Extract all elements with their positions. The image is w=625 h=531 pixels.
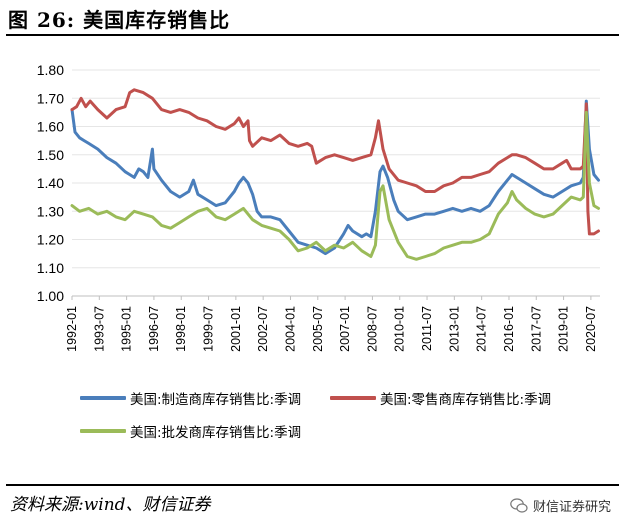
figure-title: 图 26: 美国库存销售比 [8,8,231,32]
legend-item-retailer: 美国:零售商库存销售比:季调 [330,388,551,408]
x-tick-label: 2010-01 [393,306,407,352]
watermark: 财信证券研究 [510,496,611,515]
y-tick-label: 1.00 [37,288,64,304]
series-line-wholesaler [70,110,600,261]
legend-swatch-manufacturer [80,396,126,400]
x-tick-label: 1998-01 [174,306,188,352]
x-tick-label: 2011-07 [420,306,434,351]
x-tick-label: 2004-01 [283,306,297,352]
y-tick-label: 1.20 [37,232,64,248]
x-tick-label: 2001-01 [229,306,243,352]
watermark-text: 财信证券研究 [532,500,611,515]
x-tick-label: 2008-07 [365,306,379,352]
x-tick-label: 2017-07 [529,306,543,352]
x-tick-label: 1995-01 [120,306,134,352]
y-tick-label: 1.10 [37,260,64,276]
legend-swatch-wholesaler [80,429,126,433]
x-tick-label: 1999-07 [202,306,216,352]
legend-item-wholesaler: 美国:批发商库存销售比:季调 [80,421,301,441]
x-tick-label: 2007-01 [338,306,352,352]
x-tick-label: 2013-01 [447,306,461,352]
x-tick-label: 2002-07 [256,306,270,352]
series-line-manufacturer [70,99,600,256]
wechat-icon [510,497,528,513]
legend-swatch-retailer [330,396,376,400]
y-tick-label: 1.70 [37,90,64,106]
x-tick-label: 2020-07 [584,306,598,352]
source-note: 资料来源:wind、财信证券 [10,495,211,515]
x-tick-label: 2019-01 [557,306,571,352]
series-line-retailer [70,88,600,236]
line-chart: 1.00 1.10 1.20 1.30 1.40 1.50 1.60 1.70 1.80 1992… [37,62,600,352]
y-tick-label: 1.60 [37,119,64,135]
y-tick-label: 1.30 [37,203,64,219]
x-tick-label: 2005-07 [311,306,325,352]
x-tick-label: 2014-07 [475,306,489,352]
x-tick-label: 1992-01 [65,306,79,352]
y-tick-label: 1.80 [37,62,64,78]
legend-label-manufacturer: 美国:制造商库存销售比:季调 [130,392,302,408]
legend-label-wholesaler: 美国:批发商库存销售比:季调 [130,425,302,441]
top-rule [6,34,619,36]
x-tick-label: 1993-07 [92,306,106,352]
bottom-rule [6,484,619,486]
y-tick-label: 1.50 [37,147,64,163]
legend-item-manufacturer: 美国:制造商库存销售比:季调 [80,388,301,408]
legend-label-retailer: 美国:零售商库存销售比:季调 [380,392,552,408]
x-tick-label: 2016-01 [502,306,516,352]
y-tick-label: 1.40 [37,175,64,191]
x-tick-label: 1996-07 [147,306,161,352]
